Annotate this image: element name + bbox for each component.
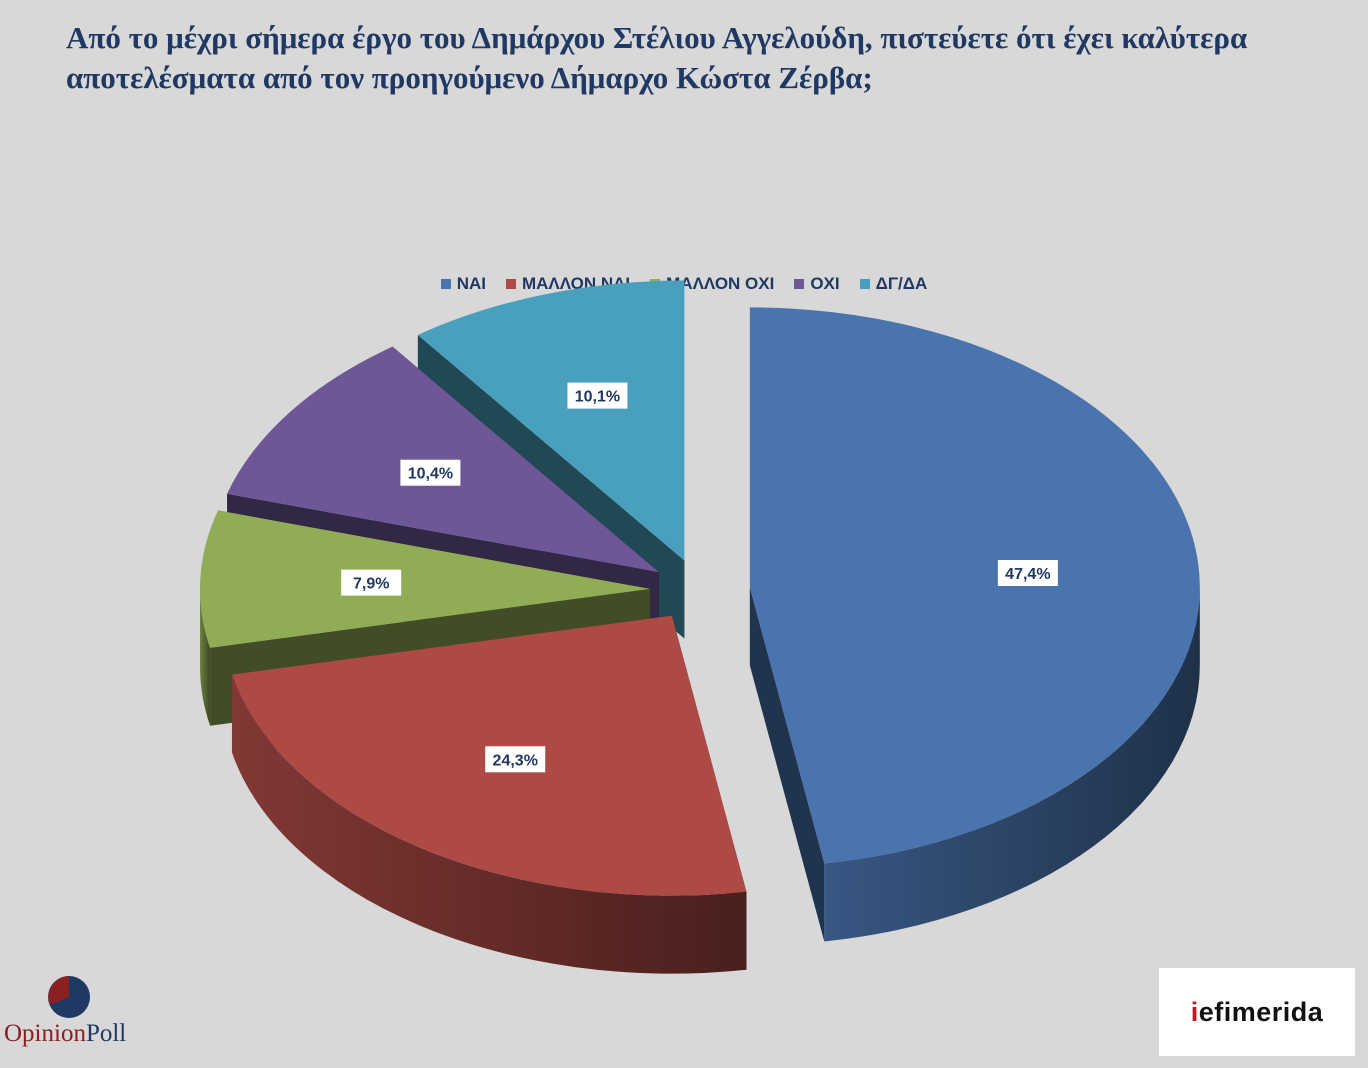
data-label-box	[485, 746, 546, 773]
legend-label: ΜΑΛΛΟΝ ΟΧΙ	[666, 274, 775, 293]
pie-slice-μαλλον-ναι	[231, 615, 747, 974]
pie-slice-ναι	[749, 307, 1200, 942]
legend-swatch	[505, 279, 516, 289]
opinionpoll-logo: OpinionPoll	[4, 968, 144, 1058]
chart-title: Από το μέχρι σήμερα έργο του Δημάρχου Στ…	[66, 20, 1248, 95]
legend-item: ΟΧΙ	[794, 274, 840, 294]
data-label-box	[567, 382, 628, 409]
data-label-text: 47,4%	[1005, 566, 1050, 583]
data-label-text: 10,1%	[575, 389, 620, 406]
legend-swatch	[794, 279, 805, 289]
legend-label: ΝΑΙ	[456, 274, 486, 293]
legend-label: ΟΧΙ	[810, 274, 840, 293]
data-label: 24,3%	[485, 746, 546, 773]
pie-slice-side	[824, 587, 1200, 942]
opinionpoll-logo-icon	[48, 976, 90, 1018]
data-label: 10,1%	[567, 382, 628, 409]
data-label-box	[997, 560, 1058, 587]
pie-slice-top	[227, 346, 660, 573]
iefimerida-logo: iefimerida	[1159, 968, 1355, 1056]
legend-item: ΔΓ/ΔΑ	[859, 274, 928, 294]
legend-label: ΔΓ/ΔΑ	[875, 274, 928, 293]
data-label-box	[400, 459, 461, 486]
legend-swatch	[859, 279, 870, 289]
pie-slice-top	[417, 280, 685, 561]
data-label: 7,9%	[341, 569, 402, 596]
pie-slice-top	[200, 510, 651, 648]
pie-slice-side	[200, 588, 211, 726]
data-label: 47,4%	[997, 560, 1058, 587]
data-label-box	[341, 569, 402, 596]
pie-slice-wall	[749, 587, 825, 942]
pie-slice-side	[231, 674, 747, 974]
data-label-text: 7,9%	[353, 576, 389, 593]
data-label-text: 10,4%	[408, 466, 453, 483]
opinionpoll-logo-text: OpinionPoll	[4, 1020, 127, 1047]
data-label-text: 24,3%	[493, 752, 538, 769]
iefimerida-logo-text: iefimerida	[1190, 996, 1324, 1027]
pie-slice-top	[749, 307, 1200, 864]
legend-swatch	[440, 279, 451, 289]
legend-item: ΝΑΙ	[440, 274, 486, 294]
data-label: 10,4%	[400, 459, 461, 486]
